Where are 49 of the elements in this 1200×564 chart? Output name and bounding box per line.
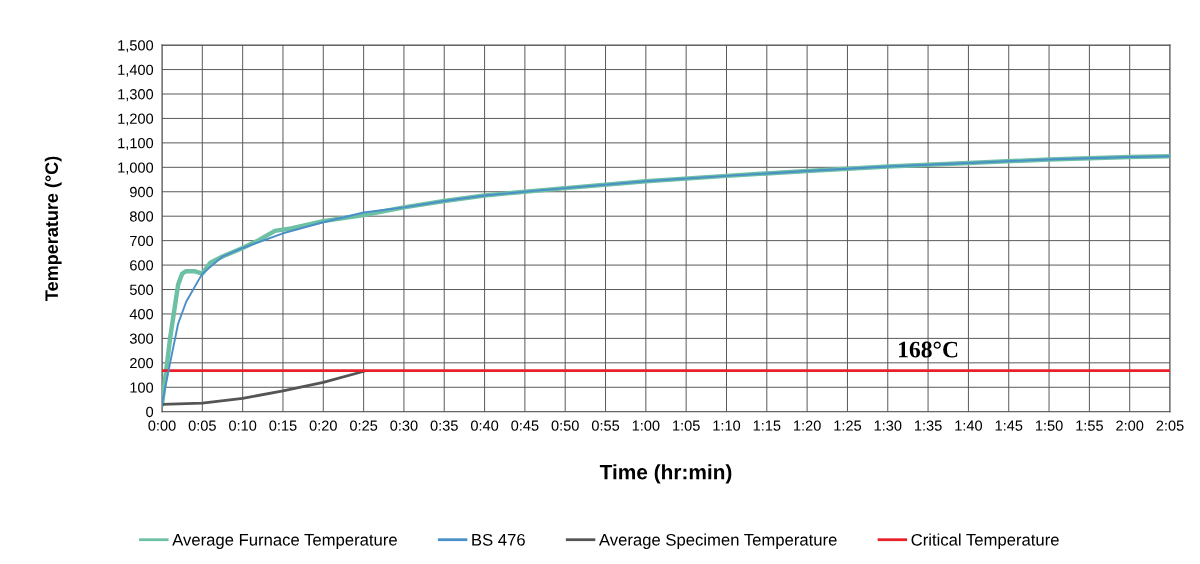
- x-tick-label: 2:05: [1156, 420, 1184, 431]
- x-tick-label: 0:30: [390, 420, 418, 431]
- x-tick-label: 1:50: [1035, 420, 1063, 431]
- y-tick-label: 1,300: [118, 89, 154, 102]
- legend-label: Average Specimen Temperature: [598, 533, 837, 549]
- x-tick-label: 0:15: [269, 420, 297, 431]
- y-tick-label: 900: [130, 186, 154, 198]
- y-axis-title: Temperature (°C): [44, 156, 62, 301]
- x-tick-label: 1:40: [955, 420, 983, 431]
- x-tick-label: 1:10: [713, 420, 741, 431]
- y-tick-label: 400: [129, 309, 154, 320]
- x-tick-label: 1:45: [995, 420, 1023, 431]
- y-tick-label: 700: [130, 235, 154, 247]
- x-tick-label: 0:05: [188, 420, 216, 431]
- x-tick-label: 1:00: [632, 420, 660, 431]
- y-tick-label: 500: [129, 284, 154, 295]
- annotation: 168°C: [899, 341, 958, 358]
- x-tick-label: 0:00: [148, 420, 176, 431]
- x-tick-label: 0:35: [430, 420, 458, 431]
- x-tick-label: 1:05: [673, 420, 700, 431]
- legend-label: Average Furnace Temperature: [172, 534, 397, 549]
- x-tick-label: 1:35: [915, 420, 942, 431]
- x-tick-label: 1:20: [794, 420, 821, 431]
- x-tick-label: 1:55: [1076, 420, 1103, 431]
- x-tick-label: 0:20: [309, 420, 337, 431]
- y-tick-label: 1,400: [118, 64, 154, 77]
- legend-label: Critical Temperature: [911, 533, 1059, 549]
- x-tick-label: 0:50: [551, 420, 579, 431]
- x-axis-title: Time (hr:min): [599, 464, 732, 484]
- y-tick-label: 0: [146, 406, 154, 418]
- x-tick-label: 0:25: [350, 420, 378, 431]
- y-tick-label: 800: [129, 211, 154, 222]
- x-tick-label: 0:45: [511, 420, 539, 431]
- y-tick-label: 1,200: [118, 113, 154, 126]
- y-tick-label: 1,500: [118, 40, 154, 53]
- x-tick-label: 2:00: [1116, 420, 1144, 431]
- y-tick-label: 200: [130, 357, 154, 369]
- y-tick-label: 300: [129, 333, 154, 344]
- y-tick-label: 1,100: [118, 137, 154, 151]
- x-tick-label: 1:15: [753, 420, 781, 431]
- y-tick-label: 100: [130, 382, 154, 393]
- y-tick-label: 600: [130, 260, 154, 271]
- x-tick-label: 1:30: [874, 420, 902, 431]
- x-tick-label: 0:55: [591, 420, 620, 431]
- x-tick-label: 1:25: [834, 420, 862, 431]
- x-tick-label: 0:10: [229, 420, 257, 431]
- y-tick-label: 1,000: [118, 162, 154, 175]
- legend-label: BS 476: [472, 533, 525, 546]
- x-tick-label: 0:40: [470, 420, 499, 431]
